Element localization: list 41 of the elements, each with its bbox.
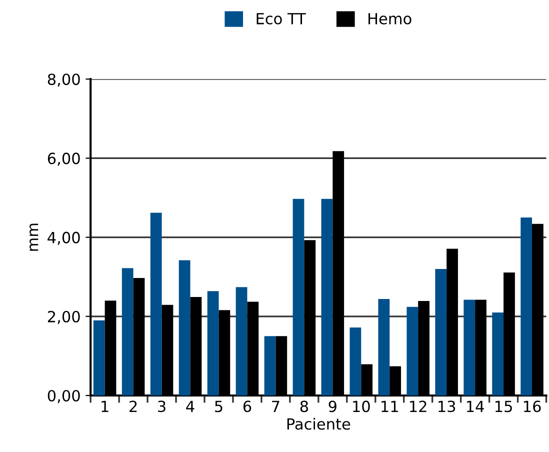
bar (378, 299, 390, 396)
bar (464, 300, 476, 396)
x-tick-label: 6 (243, 400, 252, 412)
bar (520, 218, 532, 396)
bar (492, 312, 504, 396)
bar (406, 306, 418, 396)
bar (236, 287, 248, 396)
bar (264, 336, 276, 396)
x-tick-label: 8 (300, 400, 308, 412)
bar (435, 268, 447, 396)
x-tick-label: 7 (272, 400, 280, 412)
x-tick-label: 1 (102, 400, 108, 412)
y-tick-label: 4,00 (48, 232, 80, 245)
y-tick-label: 6,00 (48, 152, 80, 166)
x-tick-label: 11 (382, 400, 398, 412)
bar (178, 260, 190, 396)
x-tick-label: 3 (158, 400, 166, 412)
x-tick-label: 14 (467, 400, 484, 412)
x-tick-label: 9 (328, 400, 336, 412)
x-tick-label: 12 (410, 400, 426, 412)
x-tick-label: 13 (438, 400, 456, 412)
bar (122, 268, 134, 396)
bar (350, 327, 362, 396)
x-tick-label: 10 (353, 400, 370, 412)
x-tick-label: 15 (495, 400, 512, 412)
bar (207, 291, 219, 396)
bar (93, 320, 105, 396)
legend-label: Eco TT (256, 13, 306, 24)
y-axis-title: mm (30, 224, 38, 251)
x-axis-title: Paciente (287, 418, 350, 430)
x-tick-label: 16 (524, 400, 541, 412)
y-tick-label: 0,00 (48, 390, 80, 404)
bar (150, 212, 162, 396)
x-tick-label: 4 (186, 400, 194, 412)
y-tick-label: 8,00 (48, 74, 80, 87)
legend-label: Hemo (368, 13, 412, 24)
bar (292, 198, 304, 396)
bar (321, 198, 333, 396)
x-tick-label: 5 (215, 400, 222, 412)
y-tick-label: 2,00 (48, 310, 80, 324)
x-tick-label: 2 (130, 400, 137, 412)
